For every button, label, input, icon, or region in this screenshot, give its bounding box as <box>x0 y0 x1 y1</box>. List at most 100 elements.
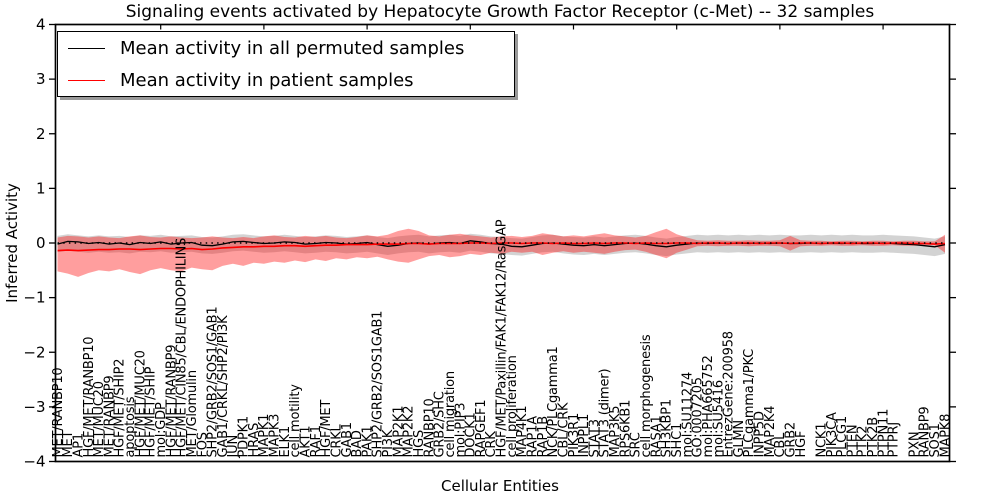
x-tick-label: RANBP9 <box>918 407 933 458</box>
x-tick-label: HGF/MET/Paxillin/FAK1/FAK12/RasGAP <box>495 219 510 457</box>
x-tick-label: MAPK1 <box>257 414 272 458</box>
x-tick-label: RAP1A <box>526 416 541 458</box>
x-tick-label: PTK2 <box>856 426 871 458</box>
x-tick-label: MAP2K1 <box>391 406 406 458</box>
x-tick-label: cell morphogenesis <box>639 334 654 457</box>
x-tick-label: MAPK8 <box>938 414 953 458</box>
x-tick-label: PLCgamma1/PKC <box>742 349 757 458</box>
x-tick-label: NCK/PLCgamma1 <box>546 346 561 457</box>
x-tick-label: DOCK1 <box>464 412 479 457</box>
x-tick-label: INPPL1 <box>577 414 592 458</box>
x-tick-label: ELK1 <box>278 426 293 457</box>
x-tick-label: PTPRJ <box>887 422 902 458</box>
x-tick-label: SRC <box>629 432 644 457</box>
legend-item-permuted: Mean activity in all permuted samples <box>68 32 514 64</box>
chart-title: Signaling events activated by Hepatocyte… <box>125 2 875 22</box>
x-tick-label: MAPK3 <box>268 414 283 458</box>
x-tick-label: HGF/MET <box>319 400 334 458</box>
legend-label-permuted: Mean activity in all permuted samples <box>120 37 465 59</box>
x-tick-label: GO:0007205 <box>691 377 706 457</box>
x-tick-label: SHP2/GRB2/SOS1/GAB1 <box>206 307 221 458</box>
x-tick-label: RASA1 <box>649 415 664 457</box>
x-tick-label: mol:PIP3 <box>453 403 468 458</box>
patient-line-swatch <box>68 79 105 81</box>
y-tick-label: −4 <box>23 453 45 471</box>
x-tick-label: GAB1/CRKL/SHP2/PI3K <box>216 315 231 458</box>
x-tick-label: mol:SU5416 <box>711 380 726 457</box>
x-tick-label: HGF/MET/SHIP <box>144 366 159 457</box>
x-tick-label: MET/Glomulin <box>185 370 200 457</box>
x-tick-label: PTEN <box>845 425 860 458</box>
x-tick-label: MET/RANBP9 <box>102 376 117 458</box>
x-tick-label: MET <box>61 430 76 457</box>
x-tick-label: HGS <box>412 430 427 458</box>
x-tick-label: HGF <box>794 431 809 458</box>
x-tick-label: PI3K <box>381 429 396 457</box>
y-tick-label: 0 <box>36 234 46 252</box>
x-tick-label: CRKL <box>329 423 344 457</box>
x-tick-label: cell migration <box>443 371 458 457</box>
x-tick-label: PLCG1 <box>835 416 850 458</box>
x-tick-label: SH3KBP1 <box>660 399 675 457</box>
x-tick-label: mol:PHA665752 <box>701 355 716 457</box>
x-tick-label: MET/RANBP10 <box>51 368 66 458</box>
x-tick-label: GLMN <box>732 420 747 457</box>
x-tick-label: apoptosis <box>123 396 138 457</box>
x-tick-label: EntrezGene:200958 <box>722 331 737 457</box>
y-tick-label: −3 <box>23 398 45 416</box>
x-tick-label: CRK <box>484 431 499 458</box>
y-tick-label: 1 <box>36 179 46 197</box>
x-tick-label: RAP1B <box>536 416 551 457</box>
x-tick-label: MAP3K5 <box>608 406 623 458</box>
x-tick-label: INPP5D <box>753 411 768 458</box>
x-tick-label: MAP2K2 <box>402 406 417 458</box>
x-tick-label: MET/MUC20 <box>92 381 107 457</box>
y-axis-label: Inferred Activity <box>3 183 21 303</box>
x-tick-label: BAD <box>350 430 365 457</box>
x-tick-label: GAB1 <box>340 422 355 457</box>
x-tick-label: HGF/MET/MUC20 <box>133 350 148 457</box>
y-tick-label: 4 <box>36 16 46 34</box>
x-tick-label: NCK1 <box>815 423 830 458</box>
x-tick-label: FOS <box>195 432 210 457</box>
x-tick-label: cell proliferation <box>505 355 520 457</box>
x-tick-label: SHP2/GRB2/SOS1GAB1 <box>371 311 386 458</box>
y-tick-label: 2 <box>36 125 46 143</box>
x-tick-label: AKT1 <box>299 426 314 458</box>
x-tick-label: SOS1 <box>928 423 943 457</box>
x-tick-label: RAPGEF1 <box>474 400 489 458</box>
x-tick-label: MAP2K4 <box>763 406 778 458</box>
x-tick-label: CBL <box>773 432 788 458</box>
x-tick-label: HGF/MET/SHIP2 <box>113 359 128 458</box>
x-tick-label: PIK3R1 <box>567 413 582 458</box>
legend: Mean activity in all permuted samples Me… <box>57 31 515 97</box>
x-tick-label: GRB2 <box>784 422 799 458</box>
x-tick-label: JUN <box>226 435 241 458</box>
x-tick-label: mol:GDP <box>154 402 169 457</box>
x-tick-label: HRAS <box>247 423 262 458</box>
y-tick-label: −1 <box>23 289 45 307</box>
x-tick-label: PAK1 <box>360 426 375 458</box>
x-tick-label: HGF/MET/RANBP10 <box>82 337 97 458</box>
x-tick-label: PIK3CA <box>825 412 840 458</box>
x-tick-label: HGF/MET/CIN85/CBL/ENDOPHILINS <box>175 238 190 458</box>
y-tick-label: −2 <box>23 343 45 361</box>
mean-activity-in-patient-samples-line <box>57 242 946 252</box>
x-tick-label: PDPK1 <box>237 416 252 458</box>
legend-item-patient: Mean activity in patient samples <box>68 64 514 96</box>
x-tick-label: mol:SU11274 <box>680 372 695 458</box>
x-tick-label: STAT3 <box>587 419 602 457</box>
permuted-std-band <box>57 233 945 257</box>
x-tick-label: RANBP10 <box>422 398 437 457</box>
permuted-line-swatch <box>68 47 105 49</box>
x-tick-label: cell motility <box>288 384 303 458</box>
x-tick-label: GRB2/SHC <box>433 391 448 457</box>
x-tick-label: MAP4K1 <box>515 406 530 458</box>
x-tick-label: PTK2B <box>866 417 881 458</box>
x-tick-label: CBL/CRK <box>557 402 572 458</box>
x-tick-label: PXN <box>907 432 922 458</box>
x-tick-label: SHC1 <box>670 423 685 458</box>
x-tick-label: AP1 <box>71 433 86 457</box>
